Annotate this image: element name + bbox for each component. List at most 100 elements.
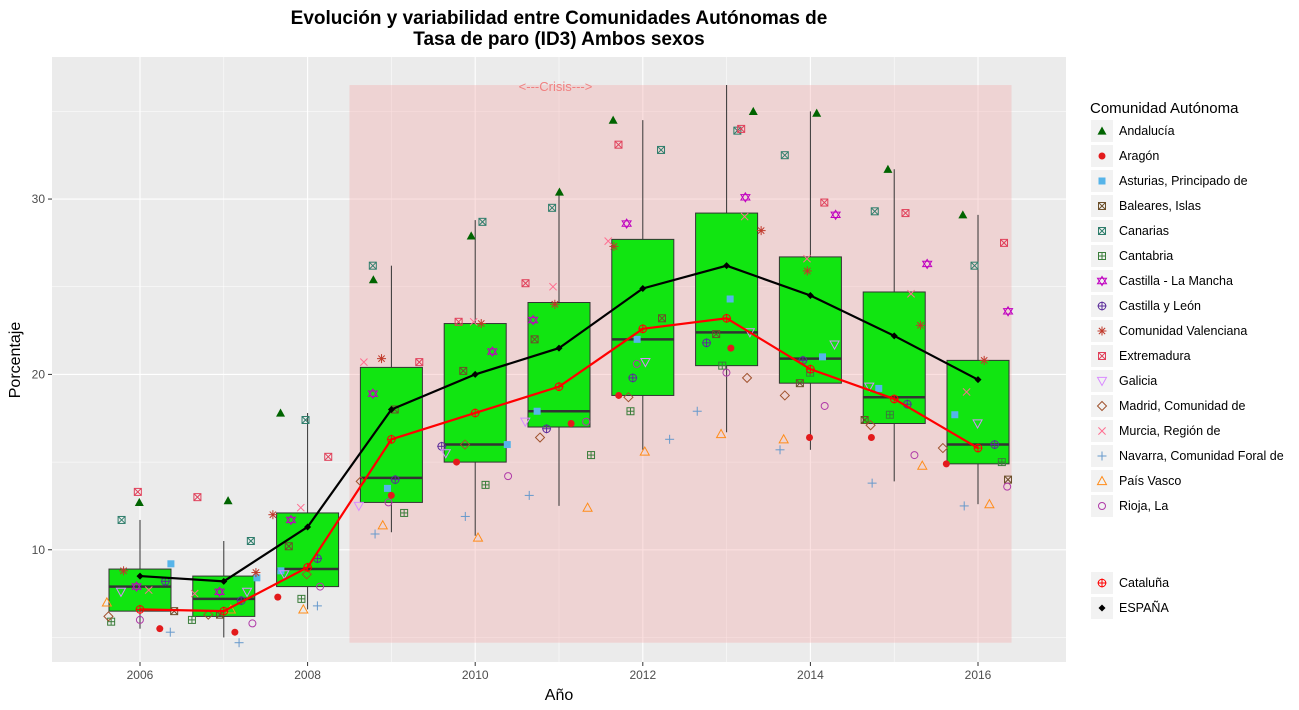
data-point xyxy=(246,537,255,545)
points-layer xyxy=(101,106,1014,648)
box-iqr xyxy=(695,212,759,367)
data-point xyxy=(972,419,983,430)
data-point xyxy=(301,569,312,580)
data-point xyxy=(190,589,199,598)
legend-symbol xyxy=(1098,252,1106,260)
data-point xyxy=(756,226,766,236)
data-point xyxy=(107,617,116,626)
legend-symbol xyxy=(1097,578,1107,588)
data-point xyxy=(883,164,893,173)
legend-label: ESPAÑA xyxy=(1119,601,1169,615)
data-point xyxy=(702,338,712,348)
data-point xyxy=(1003,482,1012,491)
data-point xyxy=(370,529,380,539)
series-point xyxy=(554,382,564,392)
data-point xyxy=(521,279,530,288)
data-point xyxy=(587,451,596,460)
data-point xyxy=(440,449,452,459)
data-point xyxy=(241,587,253,598)
series-point xyxy=(470,408,480,418)
y-tick-label: 30 xyxy=(32,192,46,206)
data-point xyxy=(608,115,618,124)
data-point xyxy=(268,510,278,520)
data-point xyxy=(368,261,377,270)
data-point xyxy=(223,496,233,505)
y-tick-label: 10 xyxy=(32,543,46,557)
data-point xyxy=(907,289,915,298)
data-point xyxy=(316,582,325,591)
legend-item: Asturias, Principado de xyxy=(1091,170,1248,192)
series-point xyxy=(555,344,563,352)
data-point xyxy=(469,317,478,326)
legend-item: Cantabria xyxy=(1091,245,1173,267)
data-point xyxy=(454,317,463,326)
legend-item: ESPAÑA xyxy=(1091,597,1169,619)
data-point xyxy=(214,586,225,598)
data-point xyxy=(779,390,791,401)
data-point xyxy=(550,299,560,309)
data-point xyxy=(472,531,484,542)
data-point xyxy=(582,417,591,426)
legend-symbol xyxy=(1097,126,1107,135)
data-point xyxy=(860,416,869,424)
legend-symbol xyxy=(1098,227,1106,235)
data-point xyxy=(997,458,1006,467)
legend-item: Galicia xyxy=(1091,370,1157,392)
data-point xyxy=(937,442,949,454)
legend-symbol xyxy=(1097,301,1107,311)
data-point xyxy=(604,237,613,246)
legend-label: Castilla y León xyxy=(1119,299,1201,313)
data-point xyxy=(628,373,638,383)
data-point xyxy=(117,515,126,524)
data-point xyxy=(119,566,129,576)
data-point xyxy=(830,209,842,221)
legend-item: Aragón xyxy=(1091,145,1159,167)
data-point xyxy=(802,266,812,276)
x-axis: 2006 2008 2010 2012 2014 2016 xyxy=(127,662,992,682)
data-point xyxy=(101,596,113,607)
data-point xyxy=(915,320,925,330)
data-point xyxy=(486,346,498,358)
data-point xyxy=(274,593,282,601)
data-point xyxy=(567,420,575,428)
legend-key xyxy=(1091,370,1113,392)
data-point xyxy=(156,625,164,633)
data-point xyxy=(910,451,919,460)
data-point xyxy=(353,501,365,512)
data-point xyxy=(503,441,511,449)
legend-label: Comunidad Valenciana xyxy=(1119,324,1247,338)
data-point xyxy=(962,387,971,396)
data-point xyxy=(144,586,153,595)
x-tick-label: 2006 xyxy=(127,668,154,682)
data-point xyxy=(383,484,391,492)
data-point xyxy=(885,410,894,419)
data-point xyxy=(712,330,721,339)
data-point xyxy=(297,603,309,614)
legend-item: Extremadura xyxy=(1091,345,1191,367)
legend-symbol xyxy=(1098,427,1106,435)
data-point xyxy=(639,446,651,456)
data-point xyxy=(481,480,490,489)
legend-key xyxy=(1091,470,1113,492)
legend-label: Madrid, Comunidad de xyxy=(1119,399,1246,413)
data-point xyxy=(384,498,393,507)
series-point xyxy=(638,324,648,334)
legend-key xyxy=(1091,270,1113,292)
legend-symbol xyxy=(1098,502,1106,510)
data-point xyxy=(658,314,667,323)
y-axis: 10 20 30 xyxy=(32,192,52,557)
x-tick-label: 2016 xyxy=(965,668,992,682)
data-point xyxy=(115,587,127,598)
data-point xyxy=(726,295,734,303)
data-point xyxy=(863,382,875,393)
data-point xyxy=(165,627,175,637)
data-point xyxy=(990,440,1000,450)
data-point xyxy=(459,439,471,450)
series-point xyxy=(639,284,647,292)
data-point xyxy=(632,359,641,368)
data-point xyxy=(780,151,789,160)
data-point xyxy=(626,407,635,416)
legend-item: Castilla y León xyxy=(1091,295,1201,317)
data-point xyxy=(875,384,883,392)
